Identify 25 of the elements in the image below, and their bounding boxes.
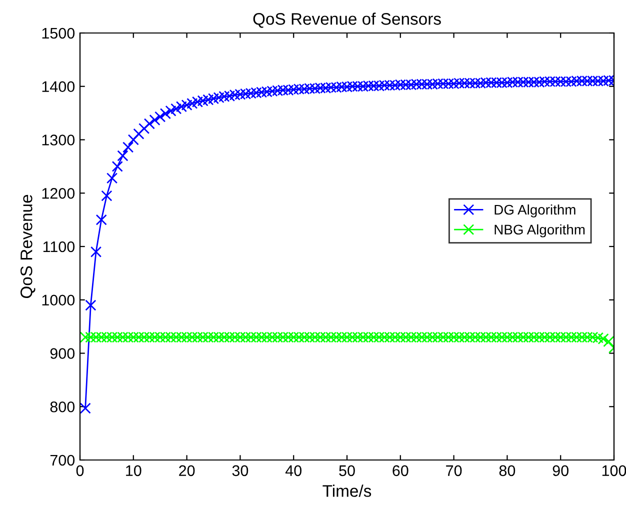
x-tick-label: 20 [179,465,195,476]
y-tick-label: 1200 [42,188,75,199]
x-tick-label: 0 [76,465,84,476]
y-tick-label: 800 [50,401,75,412]
x-tick-label: 40 [285,465,302,476]
y-tick-label: 900 [50,348,75,359]
y-tick-label: 700 [50,454,75,466]
x-tick-label: 90 [552,465,568,476]
legend-label: DG Algorithm [494,204,576,218]
y-axis-title: QoS Revenue [20,194,36,298]
x-tick-label: 50 [339,465,355,476]
x-tick-label: 100 [602,465,626,476]
x-tick-label: 80 [499,465,516,476]
y-tick-label: 1400 [42,81,75,92]
legend-label: NBG Algorithm [494,224,585,238]
x-tick-label: 10 [126,465,142,476]
y-tick-label: 1300 [42,134,75,146]
x-tick-label: 30 [232,465,248,476]
x-tick-label: 70 [446,465,462,476]
x-tick-label: 60 [392,465,408,476]
chart-title: QoS Revenue of Sensors [253,12,441,28]
y-tick-label: 1100 [43,241,75,252]
y-tick-label: 1000 [42,294,75,306]
x-axis-title: Time/s [322,484,372,497]
y-tick-label: 1500 [42,28,75,39]
